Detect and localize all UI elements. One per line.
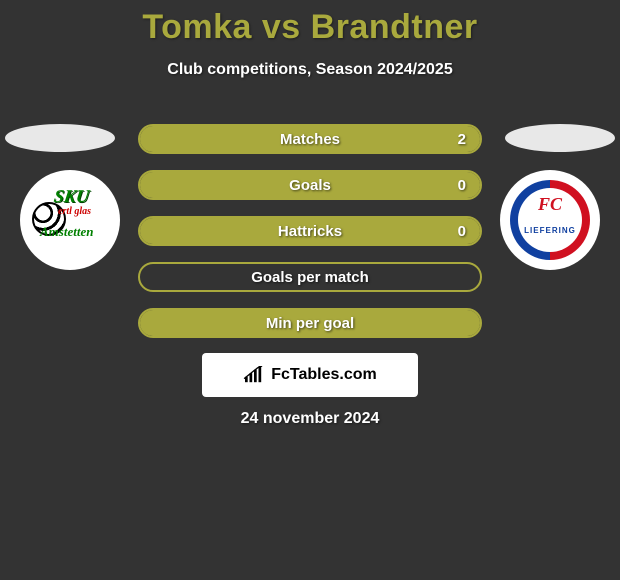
stat-bar-min-per-goal: Min per goal <box>138 308 482 338</box>
branding-text: FcTables.com <box>271 366 377 384</box>
stat-value: 0 <box>458 218 466 244</box>
stat-label: Goals <box>140 172 480 198</box>
club-badge-right: FC LIEFERING <box>500 170 600 270</box>
page-subtitle: Club competitions, Season 2024/2025 <box>0 61 620 79</box>
stat-label: Matches <box>140 126 480 152</box>
stat-bar-goals-per-match: Goals per match <box>138 262 482 292</box>
stat-value: 0 <box>458 172 466 198</box>
page-date: 24 november 2024 <box>0 410 620 428</box>
page-title: Tomka vs Brandtner <box>0 0 620 47</box>
club-logo-liefering: FC LIEFERING <box>510 180 590 260</box>
club-left-line2: ertl glas <box>58 206 91 217</box>
club-left-line1: SKU <box>53 186 91 207</box>
club-badge-left: SKU ertl glas Amstetten <box>20 170 120 270</box>
branding-panel[interactable]: FcTables.com <box>202 353 418 397</box>
stats-bars: Matches 2 Goals 0 Hattricks 0 Goals per … <box>138 124 482 354</box>
stat-value: 2 <box>458 126 466 152</box>
stat-bar-hattricks: Hattricks 0 <box>138 216 482 246</box>
bar-chart-icon <box>243 366 265 384</box>
player-head-right <box>505 124 615 152</box>
stat-label: Goals per match <box>140 264 480 290</box>
stat-label: Hattricks <box>140 218 480 244</box>
club-logo-amstetten: SKU ertl glas Amstetten <box>30 180 110 260</box>
player-head-left <box>5 124 115 152</box>
club-right-name: LIEFERING <box>510 226 590 235</box>
stat-label: Min per goal <box>140 310 480 336</box>
club-right-fc: FC <box>510 194 590 215</box>
stat-bar-matches: Matches 2 <box>138 124 482 154</box>
stat-bar-goals: Goals 0 <box>138 170 482 200</box>
club-left-line3: Amstetten <box>40 224 93 240</box>
